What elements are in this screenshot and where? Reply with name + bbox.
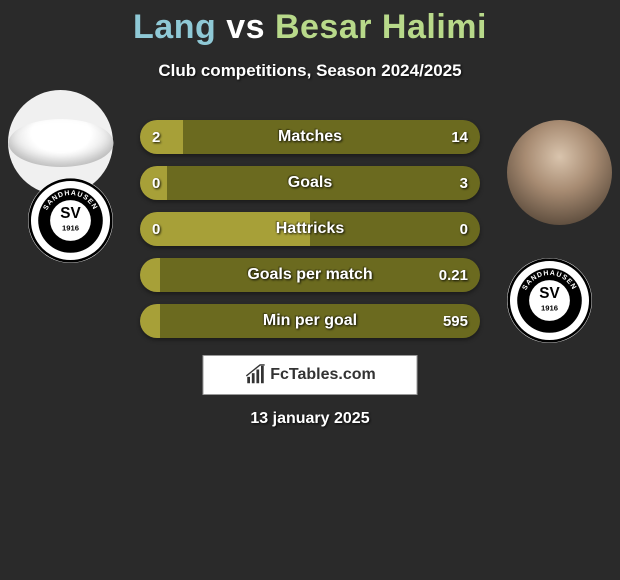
vs-text: vs xyxy=(226,8,265,46)
sandhausen-badge-icon: SV SANDHAUSEN 1916 xyxy=(28,178,113,263)
stat-row: 00Hattricks xyxy=(140,212,480,246)
sandhausen-badge-icon: SV SANDHAUSEN 1916 xyxy=(507,258,592,343)
stat-label: Goals per match xyxy=(140,258,480,292)
snapshot-date: 13 january 2025 xyxy=(0,410,620,428)
player2-name: Besar Halimi xyxy=(275,8,487,46)
svg-text:1916: 1916 xyxy=(541,304,558,313)
player1-name: Lang xyxy=(133,8,216,46)
player1-club-badge: SV SANDHAUSEN 1916 xyxy=(28,178,113,263)
stat-label: Matches xyxy=(140,120,480,154)
player2-club-badge: SV SANDHAUSEN 1916 xyxy=(507,258,592,343)
player1-avatar-placeholder xyxy=(8,119,113,167)
comparison-title: Lang vs Besar Halimi xyxy=(0,0,620,47)
stat-row: 214Matches xyxy=(140,120,480,154)
svg-text:SV: SV xyxy=(539,285,560,302)
stat-row: 03Goals xyxy=(140,166,480,200)
svg-text:1916: 1916 xyxy=(62,224,79,233)
player2-avatar xyxy=(507,120,612,225)
stat-label: Min per goal xyxy=(140,304,480,338)
stat-bars-container: 214Matches 03Goals 00Hattricks 0.21Goals pe… xyxy=(140,120,480,350)
footer-brand-text: FcTables.com xyxy=(270,366,376,384)
stat-row: 595Min per goal xyxy=(140,304,480,338)
svg-text:SV: SV xyxy=(60,205,81,222)
stat-label: Goals xyxy=(140,166,480,200)
season-subtitle: Club competitions, Season 2024/2025 xyxy=(0,61,620,81)
chart-icon xyxy=(244,364,266,386)
stat-label: Hattricks xyxy=(140,212,480,246)
stat-row: 0.21Goals per match xyxy=(140,258,480,292)
footer-brand-box: FcTables.com xyxy=(203,355,418,395)
